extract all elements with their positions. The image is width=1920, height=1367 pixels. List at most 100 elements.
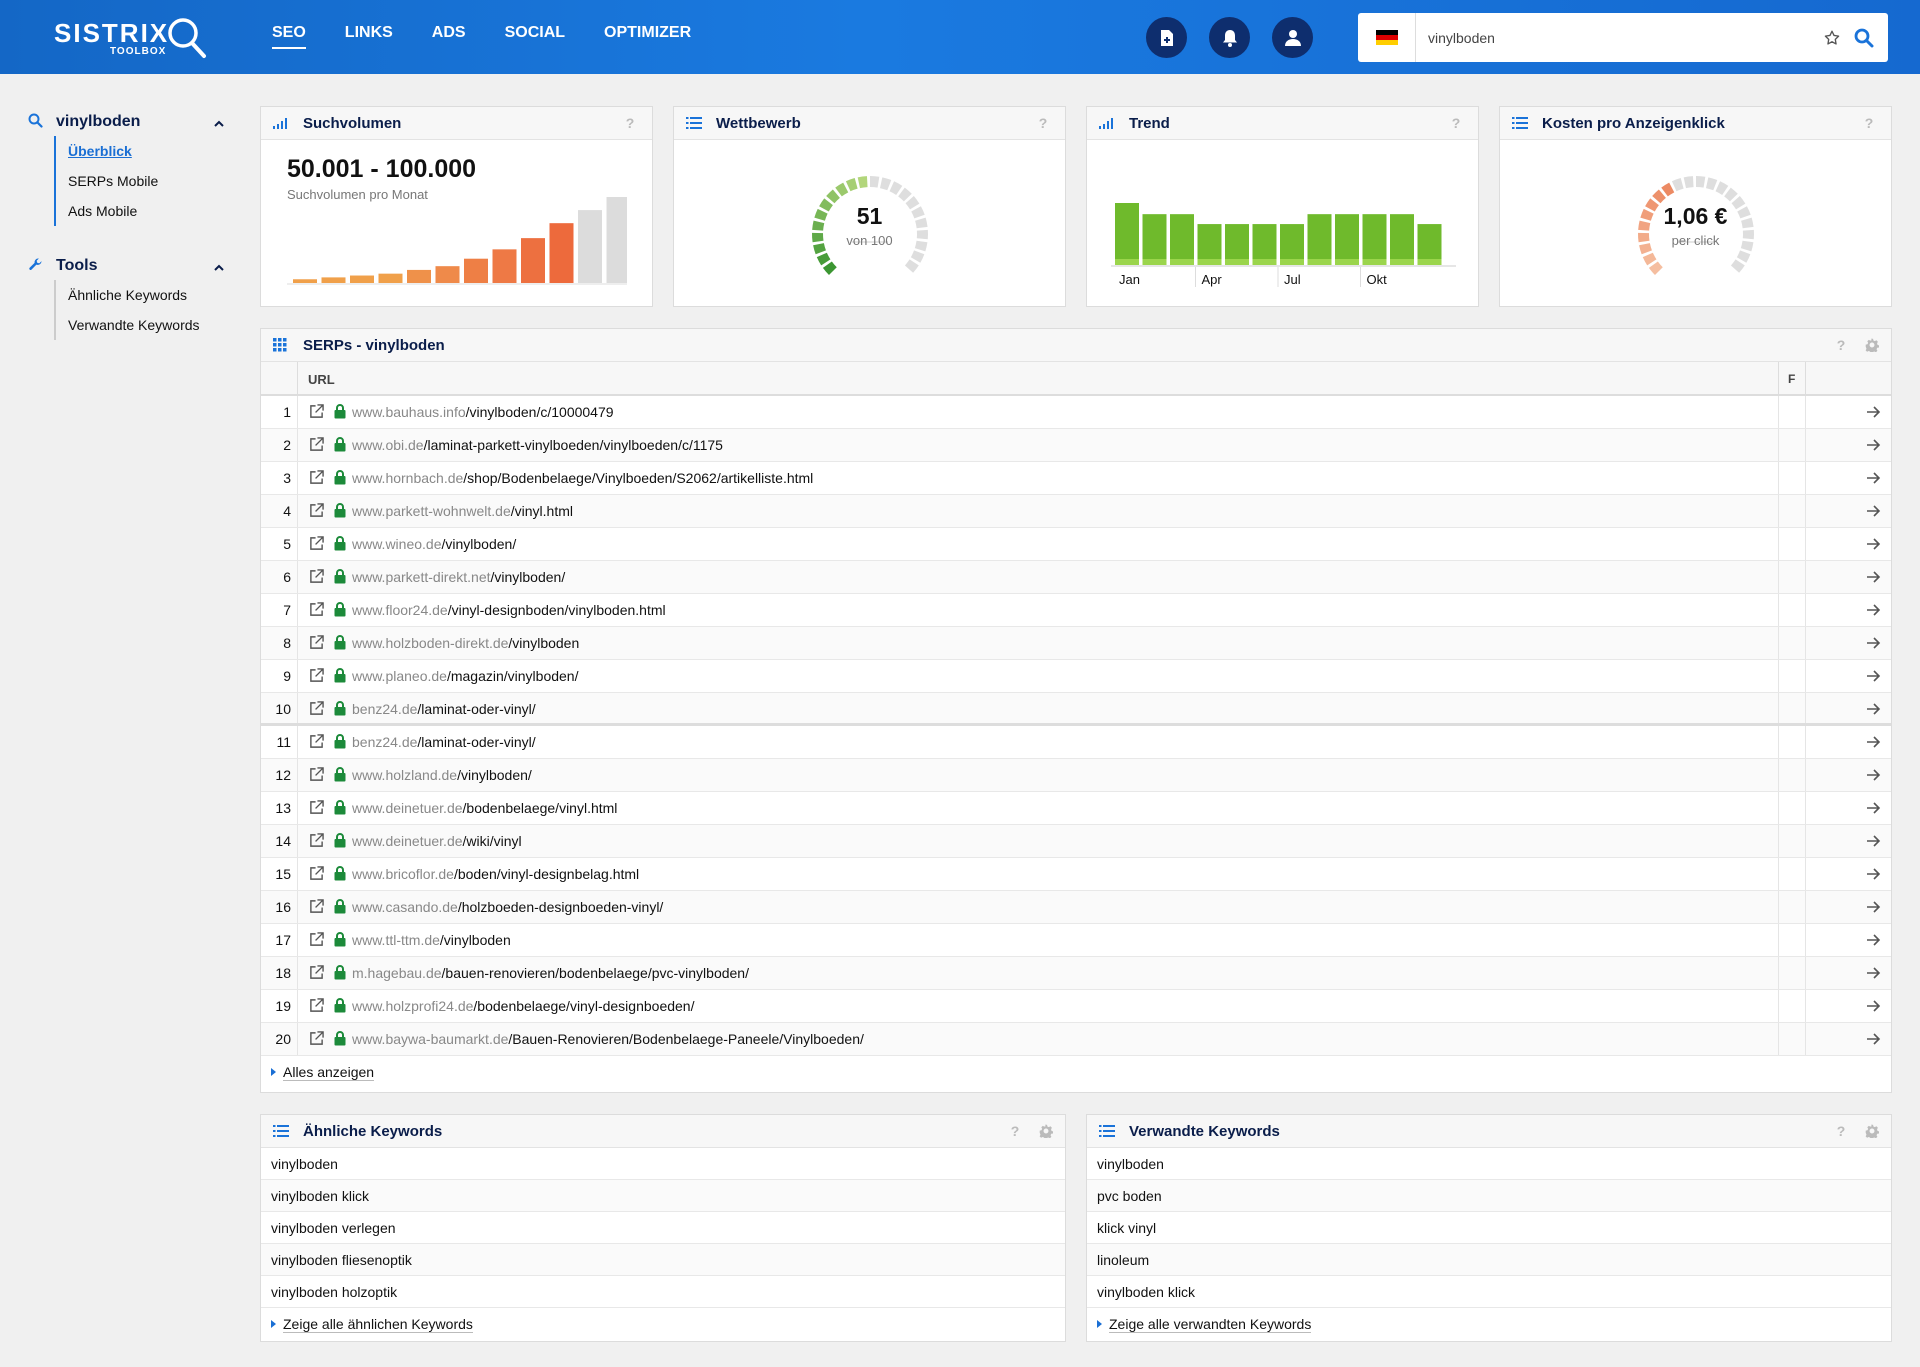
sidebar-item-ads-mobile[interactable]: Ads Mobile [68,203,138,219]
serp-url[interactable]: www.holzboden-direkt.de/vinylboden [352,635,579,651]
arrow-right-icon[interactable] [1867,900,1881,917]
chevron-up-icon[interactable] [214,114,228,131]
serp-url[interactable]: www.baywa-baumarkt.de/Bauen-Renovieren/B… [352,1031,864,1047]
notifications-button[interactable] [1209,17,1250,58]
arrow-right-icon[interactable] [1867,537,1881,554]
keyword-list-item[interactable]: klick vinyl [1087,1212,1891,1244]
sidebar-tools-title[interactable]: Tools [56,257,98,274]
keyword-list-item[interactable]: vinylboden holzoptik [261,1276,1065,1308]
external-link-icon[interactable] [309,734,324,753]
arrow-right-icon[interactable] [1867,504,1881,521]
help-icon[interactable]: ? [1038,115,1048,131]
serp-url[interactable]: benz24.de/laminat-oder-vinyl/ [352,701,536,717]
external-link-icon[interactable] [309,767,324,786]
help-icon[interactable]: ? [625,115,635,131]
sistrix-logo[interactable]: SISTRIX TOOLBOX [54,16,214,60]
show-all-aehnliche-link[interactable]: Zeige alle ähnlichen Keywords [261,1308,1065,1340]
chevron-up-icon[interactable] [214,258,228,275]
serp-url[interactable]: benz24.de/laminat-oder-vinyl/ [352,734,536,750]
sidebar-item-verwandte-keywords[interactable]: Verwandte Keywords [68,317,200,333]
serp-url[interactable]: m.hagebau.de/bauen-renovieren/bodenbelae… [352,965,749,981]
serp-url[interactable]: www.parkett-direkt.net/vinylboden/ [352,569,565,585]
help-icon[interactable]: ? [1010,1123,1020,1139]
external-link-icon[interactable] [309,668,324,687]
arrow-right-icon[interactable] [1867,768,1881,785]
keyword-list-item[interactable]: linoleum [1087,1244,1891,1276]
show-all-serps-link[interactable]: Alles anzeigen [261,1056,1891,1088]
arrow-right-icon[interactable] [1867,702,1881,719]
search-submit-button[interactable] [1848,28,1880,48]
search-input[interactable] [1416,17,1816,58]
help-icon[interactable]: ? [1836,1123,1846,1139]
arrow-right-icon[interactable] [1867,1032,1881,1049]
serp-url[interactable]: www.bauhaus.info/vinylboden/c/10000479 [352,404,614,420]
keyword-list-item[interactable]: vinylboden verlegen [261,1212,1065,1244]
favorite-star-button[interactable] [1816,29,1848,47]
help-icon[interactable]: ? [1836,337,1846,353]
nav-optimizer[interactable]: OPTIMIZER [604,24,692,41]
arrow-right-icon[interactable] [1867,801,1881,818]
column-header-extra[interactable]: F [1788,372,1796,386]
external-link-icon[interactable] [309,866,324,885]
serp-url[interactable]: www.parkett-wohnwelt.de/vinyl.html [352,503,573,519]
help-icon[interactable]: ? [1451,115,1461,131]
serp-url[interactable]: www.ttl-ttm.de/vinylboden [352,932,511,948]
serp-url[interactable]: www.wineo.de/vinylboden/ [352,536,516,552]
help-icon[interactable]: ? [1864,115,1874,131]
arrow-right-icon[interactable] [1867,669,1881,686]
show-all-verwandte-link[interactable]: Zeige alle verwandten Keywords [1087,1308,1891,1340]
external-link-icon[interactable] [309,536,324,555]
arrow-right-icon[interactable] [1867,735,1881,752]
gear-icon[interactable] [1039,1124,1053,1138]
arrow-right-icon[interactable] [1867,405,1881,422]
external-link-icon[interactable] [309,833,324,852]
arrow-right-icon[interactable] [1867,570,1881,587]
serp-url[interactable]: www.casando.de/holzboeden-designboeden-v… [352,899,663,915]
external-link-icon[interactable] [309,404,324,423]
keyword-list-item[interactable]: vinylboden klick [261,1180,1065,1212]
external-link-icon[interactable] [309,965,324,984]
external-link-icon[interactable] [309,800,324,819]
arrow-right-icon[interactable] [1867,933,1881,950]
gear-icon[interactable] [1865,1124,1879,1138]
serp-url[interactable]: www.planeo.de/magazin/vinylboden/ [352,668,578,684]
external-link-icon[interactable] [309,569,324,588]
external-link-icon[interactable] [309,932,324,951]
serp-url[interactable]: www.obi.de/laminat-parkett-vinylboeden/v… [352,437,723,453]
serp-url[interactable]: www.bricoflor.de/boden/vinyl-designbelag… [352,866,639,882]
arrow-right-icon[interactable] [1867,966,1881,983]
nav-ads[interactable]: ADS [431,24,466,41]
gear-icon[interactable] [1865,338,1879,352]
serp-url[interactable]: www.holzprofi24.de/bodenbelaege/vinyl-de… [352,998,694,1014]
country-selector[interactable] [1358,13,1416,62]
arrow-right-icon[interactable] [1867,438,1881,455]
sidebar-item-ueberblick[interactable]: Überblick [68,143,132,159]
arrow-right-icon[interactable] [1867,603,1881,620]
sidebar-item-serps-mobile[interactable]: SERPs Mobile [68,173,159,189]
new-report-button[interactable] [1146,17,1187,58]
nav-social[interactable]: SOCIAL [504,24,566,41]
serp-url[interactable]: www.deinetuer.de/bodenbelaege/vinyl.html [352,800,617,816]
serp-url[interactable]: www.holzland.de/vinylboden/ [352,767,532,783]
external-link-icon[interactable] [309,470,324,489]
external-link-icon[interactable] [309,701,324,720]
external-link-icon[interactable] [309,437,324,456]
keyword-list-item[interactable]: vinylboden klick [1087,1276,1891,1308]
serp-url[interactable]: www.floor24.de/vinyl-designboden/vinylbo… [352,602,666,618]
arrow-right-icon[interactable] [1867,471,1881,488]
external-link-icon[interactable] [309,1031,324,1050]
nav-seo[interactable]: SEO [272,24,306,49]
column-header-url[interactable]: URL [308,372,335,387]
serp-url[interactable]: www.deinetuer.de/wiki/vinyl [352,833,522,849]
external-link-icon[interactable] [309,503,324,522]
keyword-list-item[interactable]: vinylboden [1087,1148,1891,1180]
external-link-icon[interactable] [309,998,324,1017]
nav-links[interactable]: LINKS [344,24,393,41]
arrow-right-icon[interactable] [1867,834,1881,851]
arrow-right-icon[interactable] [1867,867,1881,884]
external-link-icon[interactable] [309,899,324,918]
external-link-icon[interactable] [309,635,324,654]
keyword-list-item[interactable]: vinylboden fliesenoptik [261,1244,1065,1276]
arrow-right-icon[interactable] [1867,999,1881,1016]
keyword-list-item[interactable]: vinylboden [261,1148,1065,1180]
